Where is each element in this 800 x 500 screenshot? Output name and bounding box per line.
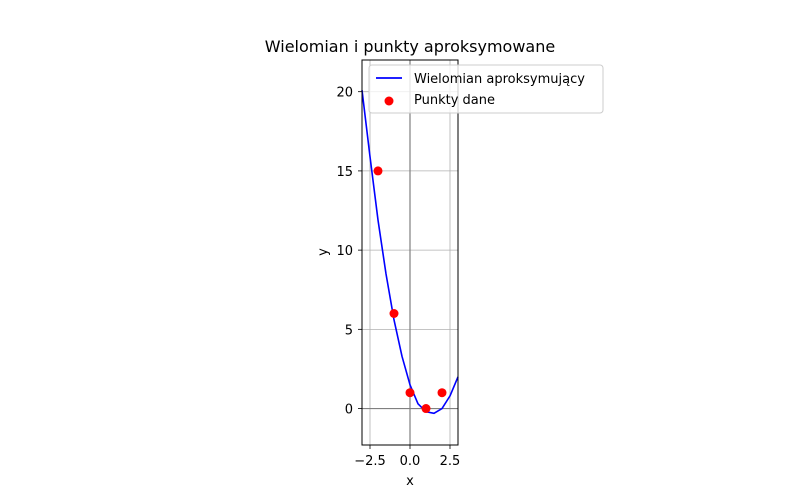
y-tick-label: 0 (345, 403, 353, 418)
y-tick-label: 5 (345, 323, 353, 338)
data-point (437, 388, 447, 398)
y-tick-label: 10 (336, 244, 353, 259)
legend: Wielomian aproksymujący Punkty dane (368, 64, 604, 114)
data-point (421, 404, 431, 414)
x-axis-label: x (406, 474, 414, 489)
y-axis-label: y (316, 248, 331, 256)
legend-label-line: Wielomian aproksymujący (414, 72, 585, 87)
data-point (373, 166, 383, 176)
y-tick-label: 20 (336, 86, 353, 101)
data-point (389, 308, 399, 318)
x-tick-label: 0.0 (400, 454, 421, 469)
series-layer (361, 90, 459, 415)
chart-title: Wielomian i punkty aproksymowane (265, 37, 555, 56)
legend-box (368, 64, 604, 114)
data-point (405, 388, 415, 398)
y-tick-label: 15 (336, 165, 353, 180)
reference-lines (362, 60, 458, 445)
legend-dot-swatch (384, 96, 394, 106)
x-axis: −2.5 0.0 2.5 (354, 445, 460, 469)
x-tick-label: 2.5 (440, 454, 461, 469)
polynomial-curve (361, 90, 459, 415)
y-axis: 0 5 10 15 20 (336, 86, 362, 418)
legend-label-points: Punkty dane (414, 93, 495, 108)
x-tick-label: −2.5 (354, 454, 386, 469)
